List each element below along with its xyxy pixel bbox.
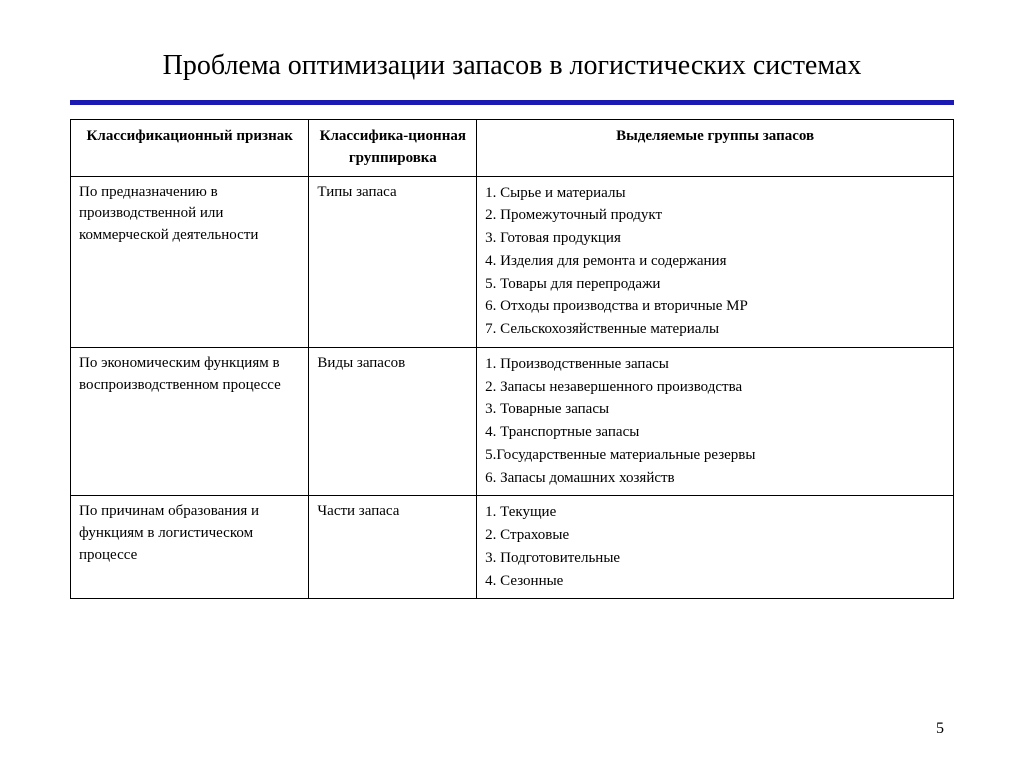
group-item: 5. Товары для перепродажи: [485, 274, 945, 296]
group-item: 1. Производственные запасы: [485, 354, 945, 376]
group-item: 4. Изделия для ремонта и содержания: [485, 251, 945, 273]
cell-groups: 1. Производственные запасы 2. Запасы нез…: [477, 347, 954, 496]
group-item: 2. Страховые: [485, 525, 945, 547]
cell-groups: 1. Сырье и материалы 2. Промежуточный пр…: [477, 176, 954, 347]
page-title: Проблема оптимизации запасов в логистиче…: [70, 50, 954, 82]
table-header-row: Классификационный признак Классифика-цио…: [71, 120, 954, 177]
header-feature: Классификационный признак: [71, 120, 309, 177]
group-item: 7. Сельскохозяйственные материалы: [485, 319, 945, 341]
group-item: 4. Транспортные запасы: [485, 422, 945, 444]
group-item: 3. Подготовительные: [485, 548, 945, 570]
title-rule: [70, 100, 954, 105]
table-row: По экономическим функциям в воспроизводс…: [71, 347, 954, 496]
group-item: 1. Текущие: [485, 502, 945, 524]
header-groups: Выделяемые группы запасов: [477, 120, 954, 177]
cell-grouping: Части запаса: [309, 496, 477, 599]
page-number: 5: [936, 720, 944, 738]
cell-feature: По предназначению в производственной или…: [71, 176, 309, 347]
group-item: 1. Сырье и материалы: [485, 183, 945, 205]
header-grouping: Классифика-ционная группировка: [309, 120, 477, 177]
cell-grouping: Виды запасов: [309, 347, 477, 496]
group-item: 2. Запасы незавершенного производства: [485, 377, 945, 399]
group-item: 4. Сезонные: [485, 571, 945, 593]
table-row: По предназначению в производственной или…: [71, 176, 954, 347]
cell-groups: 1. Текущие 2. Страховые 3. Подготовитель…: [477, 496, 954, 599]
group-item: 5.Государственные материальные резервы: [485, 445, 945, 467]
cell-feature: По причинам образования и функциям в лог…: [71, 496, 309, 599]
cell-grouping: Типы запаса: [309, 176, 477, 347]
group-item: 6. Запасы домашних хозяйств: [485, 468, 945, 490]
group-item: 3. Товарные запасы: [485, 399, 945, 421]
group-item: 2. Промежуточный продукт: [485, 205, 945, 227]
classification-table: Классификационный признак Классифика-цио…: [70, 119, 954, 599]
group-item: 3. Готовая продукция: [485, 228, 945, 250]
group-item: 6. Отходы производства и вторичные МР: [485, 296, 945, 318]
slide: Проблема оптимизации запасов в логистиче…: [0, 0, 1024, 768]
table-row: По причинам образования и функциям в лог…: [71, 496, 954, 599]
cell-feature: По экономическим функциям в воспроизводс…: [71, 347, 309, 496]
